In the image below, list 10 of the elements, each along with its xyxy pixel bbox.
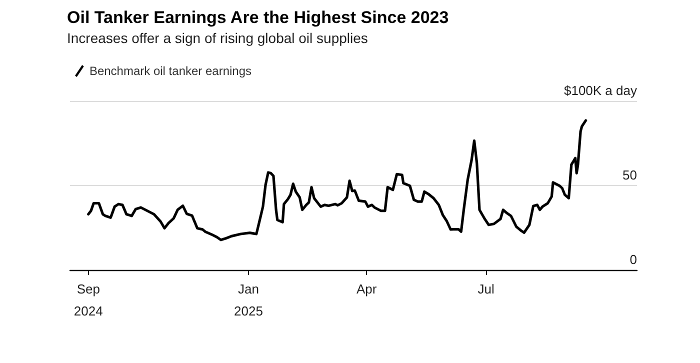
chart-title: Oil Tanker Earnings Are the Highest Since 2023 [67, 8, 449, 27]
x-tick-label: Sep 2024 [74, 282, 103, 318]
x-tick-label: Jul [478, 282, 494, 296]
y-tick-label: 0 [630, 252, 637, 267]
legend-label: Benchmark oil tanker earnings [89, 64, 252, 78]
x-tick-label: Jan 2025 [234, 282, 263, 318]
y-tick-label: 50 [622, 168, 637, 182]
y-tick-label: $100K a day [564, 83, 638, 98]
chart-subtitle: Increases offer a sign of rising global oil supplies [67, 30, 368, 46]
x-tick-label: Apr [356, 282, 378, 296]
